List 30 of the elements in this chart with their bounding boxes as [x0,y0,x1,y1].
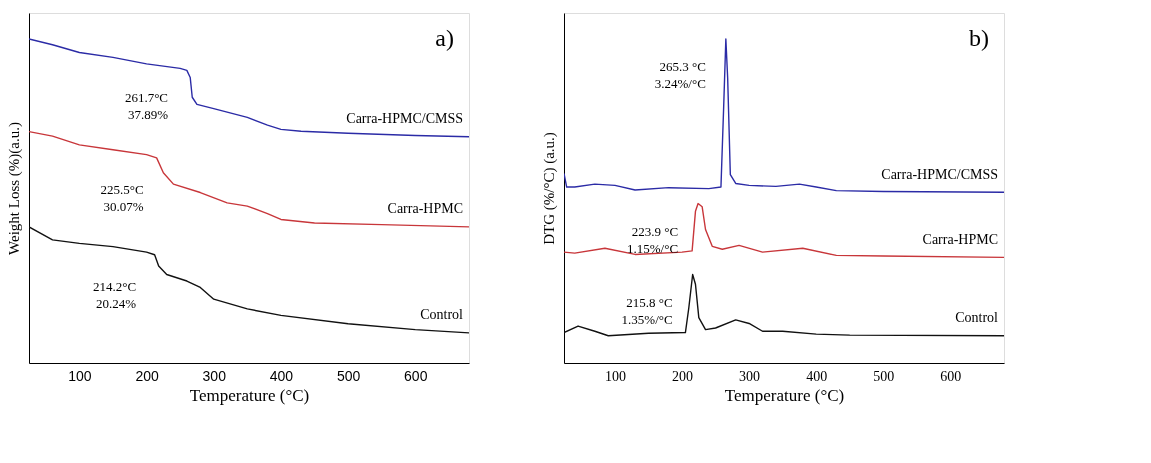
series-label: Control [420,307,464,323]
annotation: 215.8 °C 1.35%/°C [621,294,673,327]
x-tick-label: 300 [202,367,227,384]
x-axis-title: Temperature (°C) [724,385,845,405]
x-tick-label: 600 [940,368,962,384]
annotation: 265.3 °C 3.24%/°C [654,58,706,91]
y-axis-title: DTG (%/°C) (a.u.) [540,132,558,245]
x-tick-label: 400 [806,368,828,384]
x-tick-label: 600 [404,367,428,384]
series-label: Carra-HPMC [922,231,998,247]
x-tick-label: 200 [135,367,159,384]
annotation: a) [435,25,454,51]
x-tick-label: 500 [873,368,895,384]
x-tick-label: 100 [68,367,92,384]
x-tick-label: 300 [739,368,761,384]
y-axis-title: Weight Loss (%)(a.u.) [5,122,23,255]
series-label: Control [955,310,999,326]
annotation: 223.9 °C 1.15%/°C [627,223,679,256]
x-tick-label: 100 [604,368,626,384]
series-label: Carra-HPMC/CMSS [881,166,998,182]
annotation: 225.5°C 30.07% [100,182,144,215]
series-label: Carra-HPMC/CMSS [346,111,463,127]
x-tick-label: 500 [336,367,361,384]
x-tick-label: 400 [269,367,294,384]
annotation: b) [969,25,989,51]
annotation: 261.7°C 37.89% [124,89,169,122]
x-axis-title: Temperature (°C) [189,385,310,405]
annotation: 214.2°C 20.24% [92,279,137,312]
series-label: Carra-HPMC [387,201,463,217]
x-tick-label: 200 [672,368,694,384]
